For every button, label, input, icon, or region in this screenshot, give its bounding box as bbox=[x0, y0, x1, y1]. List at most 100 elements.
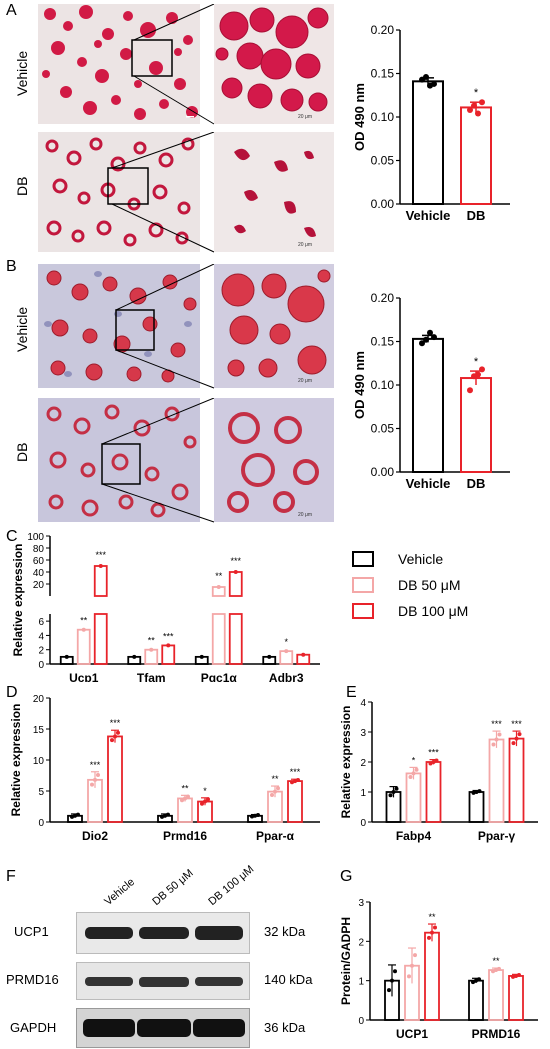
panel-letter-g: G bbox=[340, 868, 353, 885]
d-point bbox=[183, 796, 187, 801]
b-point bbox=[423, 336, 429, 343]
zoom-lines-b-vehicle bbox=[115, 264, 215, 389]
b-point bbox=[427, 329, 433, 336]
d-ytick-label: 10 bbox=[33, 756, 45, 767]
a-point bbox=[479, 99, 485, 106]
g-point bbox=[387, 988, 391, 993]
e-xtick-label: Fabp4 bbox=[396, 829, 432, 843]
a-ytick-label: 0.05 bbox=[371, 154, 395, 168]
c-xtick-label: Tfam bbox=[137, 671, 166, 682]
e-bar bbox=[468, 791, 485, 823]
e-ylabel: Relative expression bbox=[340, 706, 353, 819]
g-ytick-label: 3 bbox=[358, 898, 364, 909]
a-sig: * bbox=[474, 87, 479, 99]
a-point bbox=[471, 102, 477, 109]
c-sig: *** bbox=[230, 556, 241, 566]
g-bar bbox=[488, 969, 504, 1021]
legend-label-db100: DB 100 μM bbox=[398, 603, 469, 619]
e-point bbox=[471, 790, 476, 795]
d-sig: *** bbox=[290, 767, 301, 777]
c-point bbox=[284, 649, 289, 654]
d-point bbox=[110, 738, 114, 743]
a-ytick-label: 0.10 bbox=[371, 110, 395, 124]
c-ytick-label: 40 bbox=[33, 568, 45, 579]
g-ylabel: Protein/GADPH bbox=[340, 917, 353, 1005]
c-ytick-label: 0 bbox=[38, 660, 44, 671]
c-sig: * bbox=[284, 637, 288, 647]
e-xtick-label: Ppar-γ bbox=[478, 829, 516, 843]
d-point bbox=[290, 780, 294, 785]
g-point bbox=[511, 974, 515, 979]
c-bar-upper bbox=[228, 571, 243, 597]
c-xtick-label: Ucp1 bbox=[69, 671, 99, 682]
e-point bbox=[394, 786, 399, 791]
b-point bbox=[479, 366, 485, 373]
chart-panel-g: 0 1 2 3 Protein/GADPH ** UCP1 ** PRMD16 bbox=[340, 898, 538, 1041]
e-point bbox=[494, 737, 499, 742]
a-point bbox=[475, 110, 481, 117]
d-point bbox=[186, 794, 190, 799]
c-ytick-label: 2 bbox=[38, 646, 44, 657]
d-point bbox=[113, 734, 117, 739]
d-bar bbox=[107, 735, 123, 823]
d-ytick-label: 5 bbox=[38, 787, 44, 798]
histology-b-vehicle-overview bbox=[38, 264, 200, 388]
e-point bbox=[497, 732, 502, 737]
c-ytick-label: 20 bbox=[33, 580, 45, 591]
c-ytick-label: 100 bbox=[27, 532, 44, 543]
panel-letter-f: F bbox=[6, 868, 16, 885]
d-point bbox=[166, 812, 170, 817]
e-point bbox=[414, 767, 419, 772]
e-sig: *** bbox=[491, 719, 502, 729]
b-ytick-label: 0.00 bbox=[371, 465, 395, 479]
d-ytick-label: 0 bbox=[38, 818, 44, 829]
c-sig: *** bbox=[163, 631, 174, 641]
b-ytick-label: 0.20 bbox=[371, 291, 395, 305]
c-ylabel: Relative expression bbox=[11, 544, 25, 657]
a-ylabel: OD 490 nm bbox=[352, 83, 367, 151]
kda-gapdh: 36 kDa bbox=[264, 1020, 306, 1035]
g-point bbox=[491, 969, 495, 974]
panel-letter-d: D bbox=[6, 684, 18, 701]
histology-a-vehicle-zoom: 20 μm bbox=[214, 4, 334, 124]
g-point bbox=[427, 935, 431, 940]
a-ytick-label: 0.00 bbox=[371, 197, 395, 211]
g-point bbox=[433, 925, 437, 930]
legend-label-vehicle: Vehicle bbox=[398, 551, 444, 567]
a-xtick-label: DB bbox=[467, 208, 486, 223]
c-point bbox=[199, 654, 204, 659]
g-ytick-label: 2 bbox=[358, 937, 364, 948]
e-point bbox=[477, 789, 482, 794]
d-ytick-label: 20 bbox=[33, 694, 45, 705]
g-point bbox=[477, 977, 481, 982]
row-label-db-a: DB bbox=[14, 176, 30, 196]
e-point bbox=[517, 732, 522, 737]
row-label-vehicle-a: Vehicle bbox=[14, 50, 30, 96]
d-xtick-label: Dio2 bbox=[82, 829, 108, 843]
a-bar bbox=[460, 106, 492, 205]
e-point bbox=[411, 771, 416, 776]
g-point bbox=[430, 930, 434, 935]
a-ytick-label: 0.15 bbox=[371, 67, 395, 81]
b-bar bbox=[412, 337, 444, 473]
c-ytick-label: 80 bbox=[33, 544, 45, 555]
chart-panel-a: 0.00 0.05 0.10 0.15 0.20 OD 490 nm Vehicle * DB bbox=[352, 23, 510, 223]
g-point bbox=[497, 966, 501, 971]
legend-item-db50: DB 50 μM bbox=[352, 572, 468, 598]
g-sig: ** bbox=[428, 912, 436, 922]
blot-gapdh bbox=[76, 1008, 250, 1048]
c-bar-lower bbox=[93, 613, 108, 665]
d-point bbox=[163, 813, 167, 818]
g-point bbox=[517, 973, 521, 978]
d-point bbox=[206, 797, 210, 802]
e-ytick-label: 3 bbox=[360, 728, 366, 739]
lane-label-vehicle: Vehicle bbox=[102, 875, 138, 908]
svg-text:20 μm: 20 μm bbox=[298, 512, 312, 518]
zoom-lines-b-db bbox=[101, 398, 215, 523]
b-xtick-label: Vehicle bbox=[406, 476, 451, 491]
e-sig: *** bbox=[428, 748, 439, 758]
e-point bbox=[428, 761, 433, 766]
d-sig: ** bbox=[181, 783, 189, 793]
